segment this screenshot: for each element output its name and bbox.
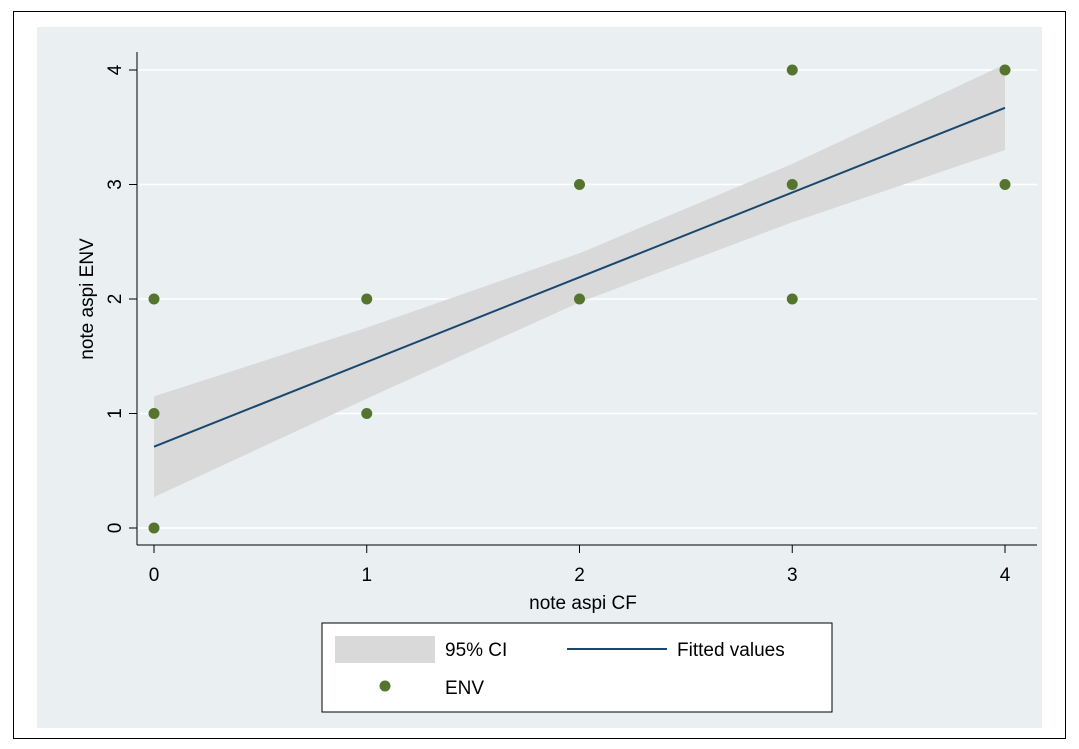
data-point-3 [361,408,373,419]
y-tick-label-3: 3 [105,179,126,190]
x-axis-title: note aspi CF [529,593,637,614]
data-point-5 [574,293,585,305]
fitted-line-layer [153,106,1006,448]
data-point-2 [148,293,160,305]
legend-env-marker [379,680,391,692]
y-ticks: 0 1 2 3 4 [105,64,137,533]
data-point-10 [999,179,1011,190]
legend-fitted-label: Fitted values [677,640,785,661]
y-tick-label-0: 0 [105,523,126,534]
data-point-8 [786,179,798,190]
x-tick-label-0: 0 [149,565,160,586]
legend: 95% CI Fitted values ENV [321,622,833,713]
x-tick-label-3: 3 [787,565,798,586]
y-tick-label-2: 2 [105,294,126,305]
data-point-0 [148,522,160,534]
data-point-11 [999,64,1011,76]
y-tick-label-4: 4 [105,64,126,75]
legend-ci-swatch [335,636,435,663]
x-tick-label-1: 1 [361,565,372,586]
data-point-6 [574,179,585,190]
points-layer [148,64,1011,534]
ci-band-layer [154,64,1005,498]
y-tick-label-1: 1 [105,408,126,419]
legend-env-label: ENV [445,678,484,699]
data-point-7 [786,293,798,305]
ci-band [154,64,1005,498]
x-tick-label-2: 2 [574,565,585,586]
chart-frame: 0 1 2 3 4 0 1 2 3 4 note aspi CF note aspi ENV 9… [13,11,1066,739]
x-ticks: 0 1 2 3 4 [149,545,1011,586]
fitted-line [153,106,1006,448]
data-point-4 [361,293,373,305]
x-tick-label-4: 4 [1000,565,1011,586]
scatter-chart: 0 1 2 3 4 0 1 2 3 4 note aspi CF note aspi ENV 9… [37,27,1042,728]
legend-ci-label: 95% CI [445,640,507,661]
data-point-1 [148,408,160,419]
y-axis-title: note aspi ENV [77,238,98,360]
data-point-9 [786,64,798,76]
